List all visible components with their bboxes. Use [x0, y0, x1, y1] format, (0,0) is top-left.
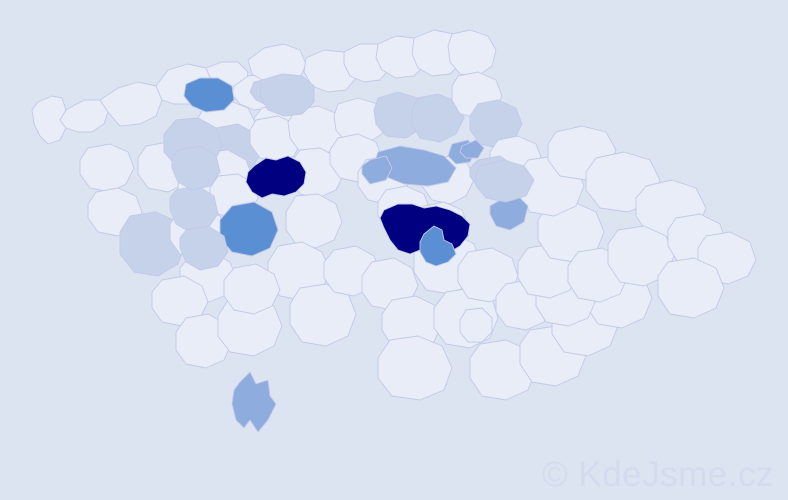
- map-district[interactable]: [219, 201, 279, 257]
- map-district[interactable]: [31, 95, 67, 145]
- map-district[interactable]: [179, 225, 229, 271]
- map-district[interactable]: [183, 77, 235, 113]
- map-district[interactable]: [657, 257, 725, 319]
- map-district[interactable]: [419, 225, 457, 267]
- map-district[interactable]: [489, 195, 529, 231]
- map-district[interactable]: [223, 263, 281, 315]
- map-district[interactable]: [119, 211, 187, 277]
- map-district[interactable]: [459, 139, 485, 159]
- map-district[interactable]: [469, 339, 537, 401]
- map-district[interactable]: [231, 371, 277, 433]
- watermark-kdejsme: © KdeJsme.cz: [541, 455, 774, 494]
- map-district[interactable]: [59, 99, 109, 133]
- map-district[interactable]: [377, 335, 453, 401]
- map-district[interactable]: [411, 93, 465, 143]
- map-district[interactable]: [245, 155, 307, 199]
- map-district[interactable]: [607, 225, 675, 287]
- map-district[interactable]: [361, 155, 393, 185]
- map-district[interactable]: [247, 43, 307, 85]
- districts-layer[interactable]: [31, 29, 757, 433]
- map-district[interactable]: [475, 159, 535, 203]
- map-district[interactable]: [171, 145, 221, 191]
- map-district[interactable]: [285, 193, 343, 249]
- map-district[interactable]: [287, 105, 347, 157]
- map-district[interactable]: [99, 81, 163, 127]
- map-district[interactable]: [459, 307, 493, 343]
- map-district[interactable]: [447, 29, 497, 77]
- map-district[interactable]: [303, 49, 357, 93]
- map-district[interactable]: [259, 73, 315, 117]
